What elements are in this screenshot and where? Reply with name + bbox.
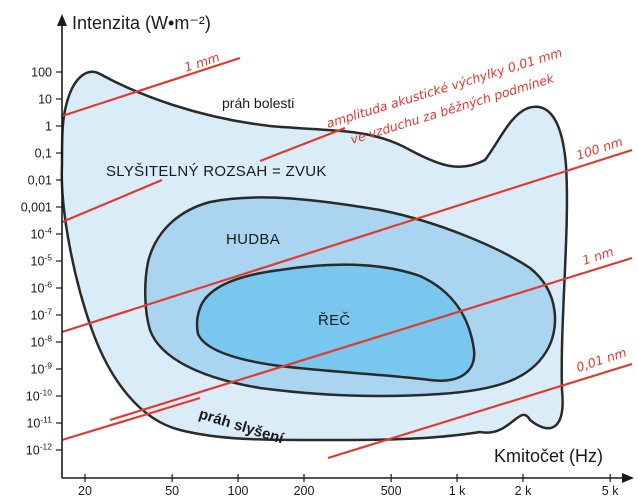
amplitude-line-1nm — [109, 256, 633, 422]
y-tick-label: 10-8 — [31, 334, 53, 350]
y-tick-label: 10-11 — [26, 415, 52, 431]
y-tick-label: 10-5 — [31, 253, 53, 269]
y-tick-label: 0,01 — [28, 174, 52, 188]
y-tick-label: 0,001 — [21, 201, 52, 215]
y-axis-title: Intenzita (W•m⁻²) — [72, 13, 211, 33]
x-tick-label: 500 — [381, 484, 402, 497]
speech-region — [195, 263, 476, 382]
y-tick-label: 10-12 — [26, 442, 52, 458]
audible-range-label: SLYŠITELNÝ ROZSAH = ZVUK — [106, 163, 327, 180]
music-label: HUDBA — [226, 231, 280, 248]
y-tick-label: 100 — [31, 66, 52, 80]
amplitude-label-100nm: 100 nm — [574, 134, 624, 163]
x-tick-label: 100 — [228, 484, 249, 497]
speech-label: ŘEČ — [318, 312, 351, 329]
amplitude-line-001mm-left — [61, 178, 163, 224]
x-tick-label: 200 — [294, 484, 315, 497]
y-tick-label: 10-9 — [31, 361, 53, 377]
y-tick-marks: 100 10 1 0,1 0,01 0,001 10-4 10-5 10-6 10-7 10-8 10… — [21, 66, 62, 458]
y-axis-arrow-icon — [57, 14, 67, 26]
pain-threshold-label: práh bolesti — [222, 95, 294, 111]
y-tick-label: 10-4 — [31, 226, 53, 242]
x-tick-label: 50 — [165, 484, 179, 497]
x-tick-label: 20 — [78, 484, 92, 497]
y-tick-label: 10-6 — [31, 280, 53, 296]
amplitude-label-001nm: 0,01 nm — [574, 345, 628, 375]
x-tick-label: 1 k — [449, 484, 466, 497]
amplitude-line-1mm — [61, 56, 241, 118]
x-axis-title: Kmitočet (Hz) — [494, 446, 603, 466]
y-tick-label: 10-10 — [26, 388, 52, 404]
x-tick-label: 2 k — [515, 484, 532, 497]
y-tick-label: 10-7 — [31, 307, 53, 323]
amplitude-line-001nm-right — [327, 362, 633, 460]
y-tick-label: 10 — [38, 93, 52, 107]
y-tick-label: 0,1 — [35, 147, 52, 161]
y-tick-label: 1 — [45, 120, 52, 134]
amplitude-line-001mm-right — [259, 126, 346, 163]
amplitude-line-100nm — [61, 148, 633, 334]
x-tick-label: 5 k — [602, 484, 619, 497]
x-axis-arrow-icon — [622, 473, 634, 483]
amplitude-line-001nm-left — [61, 396, 201, 442]
